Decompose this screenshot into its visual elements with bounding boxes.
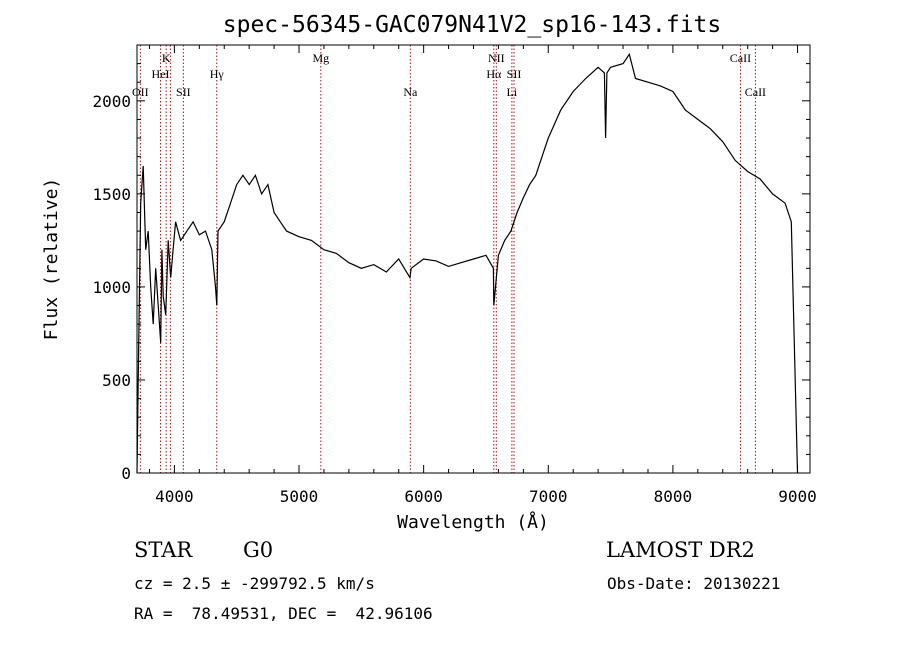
line-label: SII [507,67,522,81]
x-tick-label: 5000 [280,487,319,506]
x-axis-label: Wavelength (Å) [397,511,549,533]
line-label: HeI [152,67,170,81]
y-tick-label: 1500 [92,185,131,204]
line-label: K [162,51,171,65]
coordinates: RA = 78.49531, DEC = 42.96106 [134,604,433,623]
y-axis-ticks: 0 500 1000 1500 2000 [92,63,810,483]
line-label: SII [176,85,191,99]
line-labels: OII K HeI SII Hγ Mg Na NII Hα SII Li CaII CaII [132,51,766,99]
survey-name: LAMOST DR2 [606,538,755,562]
y-tick-label: 0 [121,464,131,483]
line-label: Na [403,85,418,99]
y-tick-label: 1000 [92,278,131,297]
line-label: Hγ [210,67,225,81]
line-label: CaII [745,85,766,99]
line-label: Mg [312,51,329,65]
x-axis-ticks: 4000 5000 6000 7000 8000 9000 [148,45,817,506]
x-tick-label: 7000 [529,487,568,506]
line-label: NII [488,51,505,65]
x-tick-label: 4000 [155,487,194,506]
spectrum-line [136,52,799,474]
redshift-info: cz = 2.5 ± -299792.5 km/s [134,574,375,593]
x-tick-label: 9000 [778,487,817,506]
x-tick-label: 6000 [404,487,443,506]
marker-lines [139,45,756,473]
y-tick-label: 2000 [92,92,131,111]
object-class: STAR [134,538,193,562]
line-label: CaII [730,51,751,65]
x-tick-label: 8000 [654,487,693,506]
observation-date: Obs-Date: 20130221 [607,574,781,593]
line-label: Li [507,85,518,99]
line-label: OII [132,85,149,99]
object-subclass: G0 [243,538,274,562]
chart-title: spec-56345-GAC079N41V2_sp16-143.fits [223,12,722,38]
line-label: Hα [486,67,502,81]
y-tick-label: 500 [102,371,131,390]
y-axis-label: Flux (relative) [41,178,62,341]
